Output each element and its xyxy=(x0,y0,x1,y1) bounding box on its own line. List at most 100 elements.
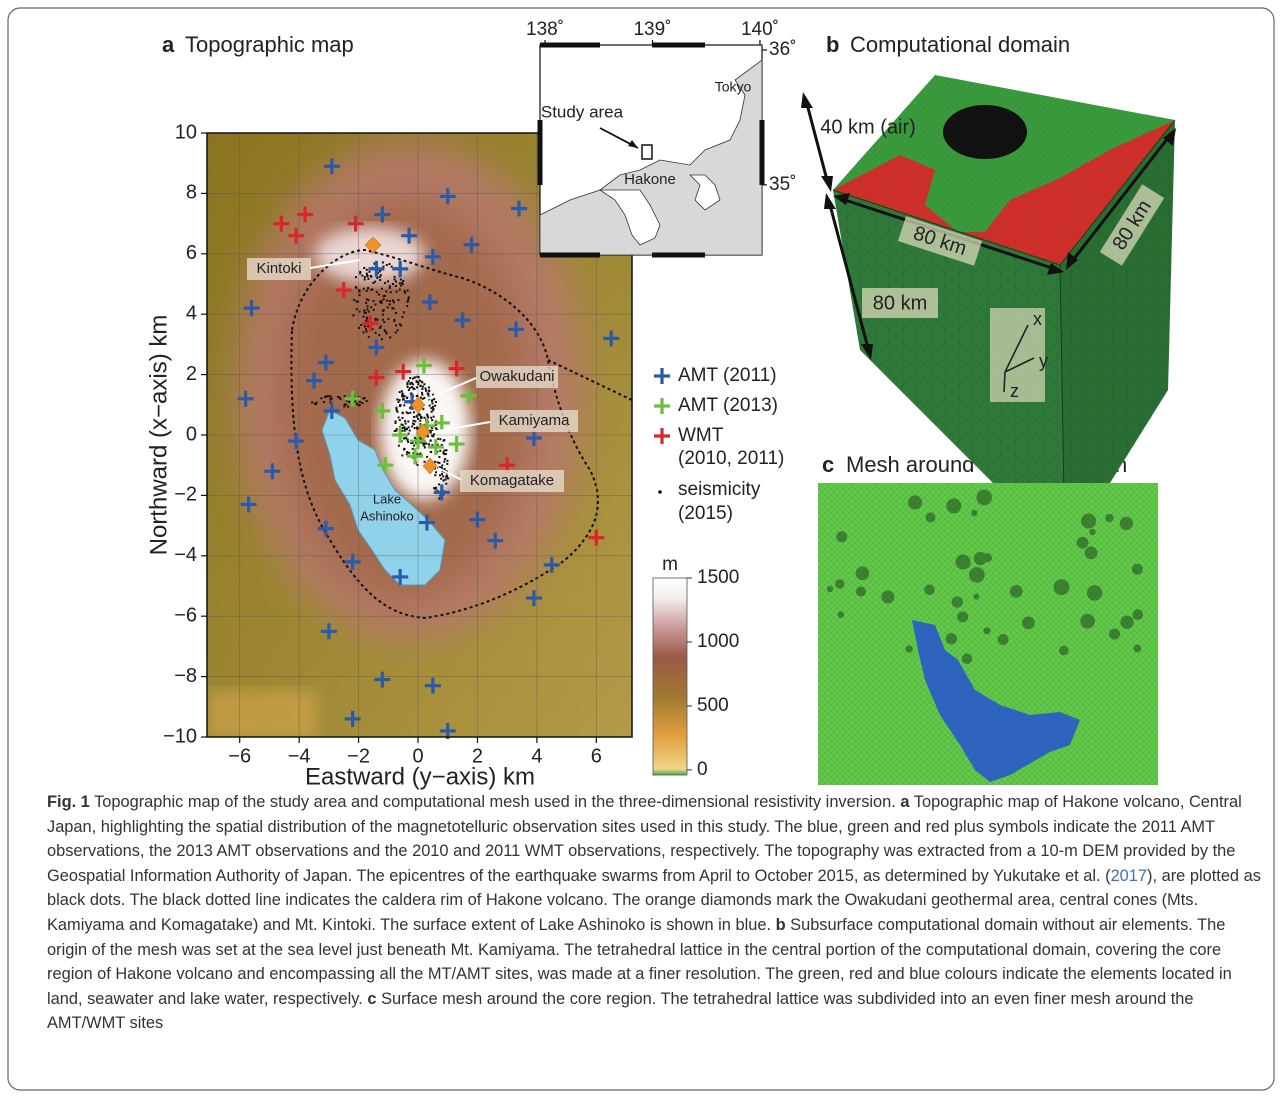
inset-tick-label: 36˚ xyxy=(769,39,796,60)
seismicity-dot xyxy=(329,401,332,404)
mesh-node xyxy=(1081,513,1097,529)
seismicity-dot xyxy=(381,261,384,264)
seismicity-dot xyxy=(419,438,422,441)
seismicity-dot xyxy=(419,415,422,418)
mesh-node xyxy=(907,495,923,510)
seismicity-dot xyxy=(417,381,420,384)
seismicity-dot xyxy=(343,395,346,398)
seismicity-dot xyxy=(401,411,404,414)
seismicity-dot xyxy=(359,270,362,273)
legend-label: AMT (2013) xyxy=(678,395,778,416)
caption-segment: b xyxy=(775,915,786,934)
site-marker xyxy=(433,484,450,501)
seismicity-dot xyxy=(427,416,430,419)
seismicity-dot xyxy=(414,420,417,423)
site-marker xyxy=(288,433,305,450)
seismicity-dot xyxy=(430,400,433,403)
seismicity-dot xyxy=(406,300,409,303)
seismicity-dot xyxy=(419,396,422,399)
mesh-node xyxy=(1133,644,1142,653)
seismicity-dot xyxy=(354,276,357,279)
legend-label: AMT (2011) xyxy=(678,365,777,386)
seismicity-dot xyxy=(404,422,407,425)
seismicity-dot xyxy=(363,325,366,328)
seismicity-dot xyxy=(314,403,317,406)
seismicity-dot xyxy=(398,391,401,394)
site-marker xyxy=(335,282,352,299)
caption-segment[interactable]: 2017 xyxy=(1110,866,1148,885)
seismicity-dot xyxy=(428,404,431,407)
seismicity-dot xyxy=(406,304,409,307)
seismicity-dot xyxy=(442,479,445,482)
seismicity-dot xyxy=(402,394,405,397)
seismicity-dot xyxy=(388,286,391,289)
seismicity-dot xyxy=(358,326,361,329)
seismicity-dot xyxy=(361,274,364,277)
seismicity-dot xyxy=(438,461,441,464)
mesh-node xyxy=(1131,563,1143,575)
seismicity-dot xyxy=(403,429,406,432)
seismicity-dot xyxy=(378,334,381,337)
panel-letter: c xyxy=(822,452,834,477)
seismicity-dot xyxy=(395,429,398,432)
seismicity-dot xyxy=(432,409,435,412)
figure-caption: Fig. 1 Topographic map of the study area… xyxy=(47,790,1265,1036)
seismicity-dot xyxy=(412,383,415,386)
seismicity-dot xyxy=(365,319,368,322)
seismicity-dot xyxy=(400,284,403,287)
seismicity-dot xyxy=(355,300,358,303)
site-marker xyxy=(317,354,334,371)
seismicity-dot xyxy=(432,407,435,410)
seismicity-dot xyxy=(413,423,416,426)
seismicity-dot xyxy=(404,420,407,423)
seismicity-dot xyxy=(432,433,435,436)
seismicity-dot xyxy=(408,387,411,390)
seismicity-dot xyxy=(366,305,369,308)
seismicity-dot xyxy=(356,402,359,405)
site-marker xyxy=(463,236,480,253)
seismicity-dot xyxy=(367,287,370,290)
site-marker xyxy=(654,398,670,414)
site-marker xyxy=(407,448,424,465)
mesh-node xyxy=(1119,516,1134,531)
seismicity-dot xyxy=(354,400,357,403)
seismicity-dot xyxy=(365,272,368,275)
seismicity-dot xyxy=(417,383,420,386)
seismicity-dot xyxy=(362,397,365,400)
seismicity-dot xyxy=(357,404,360,407)
site-marker xyxy=(460,387,477,404)
seismicity-dot xyxy=(401,454,404,457)
site-marker xyxy=(323,402,340,419)
seismicity-dot xyxy=(393,430,396,433)
seismicity-dot xyxy=(322,401,325,404)
site-marker xyxy=(392,568,409,585)
site-marker xyxy=(392,260,409,277)
site-marker xyxy=(288,227,305,244)
seismicity-dot xyxy=(431,444,434,447)
seismicity-dot xyxy=(416,427,419,430)
seismicity-dot xyxy=(423,383,426,386)
seismicity-dot xyxy=(401,429,404,432)
seismicity-dot xyxy=(379,274,382,277)
site-marker xyxy=(237,390,254,407)
seismicity-dot xyxy=(392,299,395,302)
x-tick-label: −4 xyxy=(288,745,311,767)
seismicity-dot xyxy=(388,263,391,266)
seismicity-dot xyxy=(393,275,396,278)
seismicity-dot xyxy=(367,299,370,302)
seismicity-dot xyxy=(374,331,377,334)
seismicity-dot xyxy=(421,442,424,445)
seismicity-dot xyxy=(365,400,368,403)
dimension-label: 40 km (air) xyxy=(820,116,916,138)
site-marker xyxy=(401,227,418,244)
seismicity-dot xyxy=(432,435,435,438)
colorbar-tick-label: 1000 xyxy=(697,631,739,652)
seismicity-dot xyxy=(329,395,332,398)
x-tick-label: −2 xyxy=(347,745,370,767)
seismicity-dot xyxy=(408,451,411,454)
y-tick-label: 4 xyxy=(186,302,197,324)
inset-tick-label: 140˚ xyxy=(741,19,779,40)
seismicity-dot xyxy=(390,265,393,268)
y-tick-label: 8 xyxy=(186,182,197,204)
